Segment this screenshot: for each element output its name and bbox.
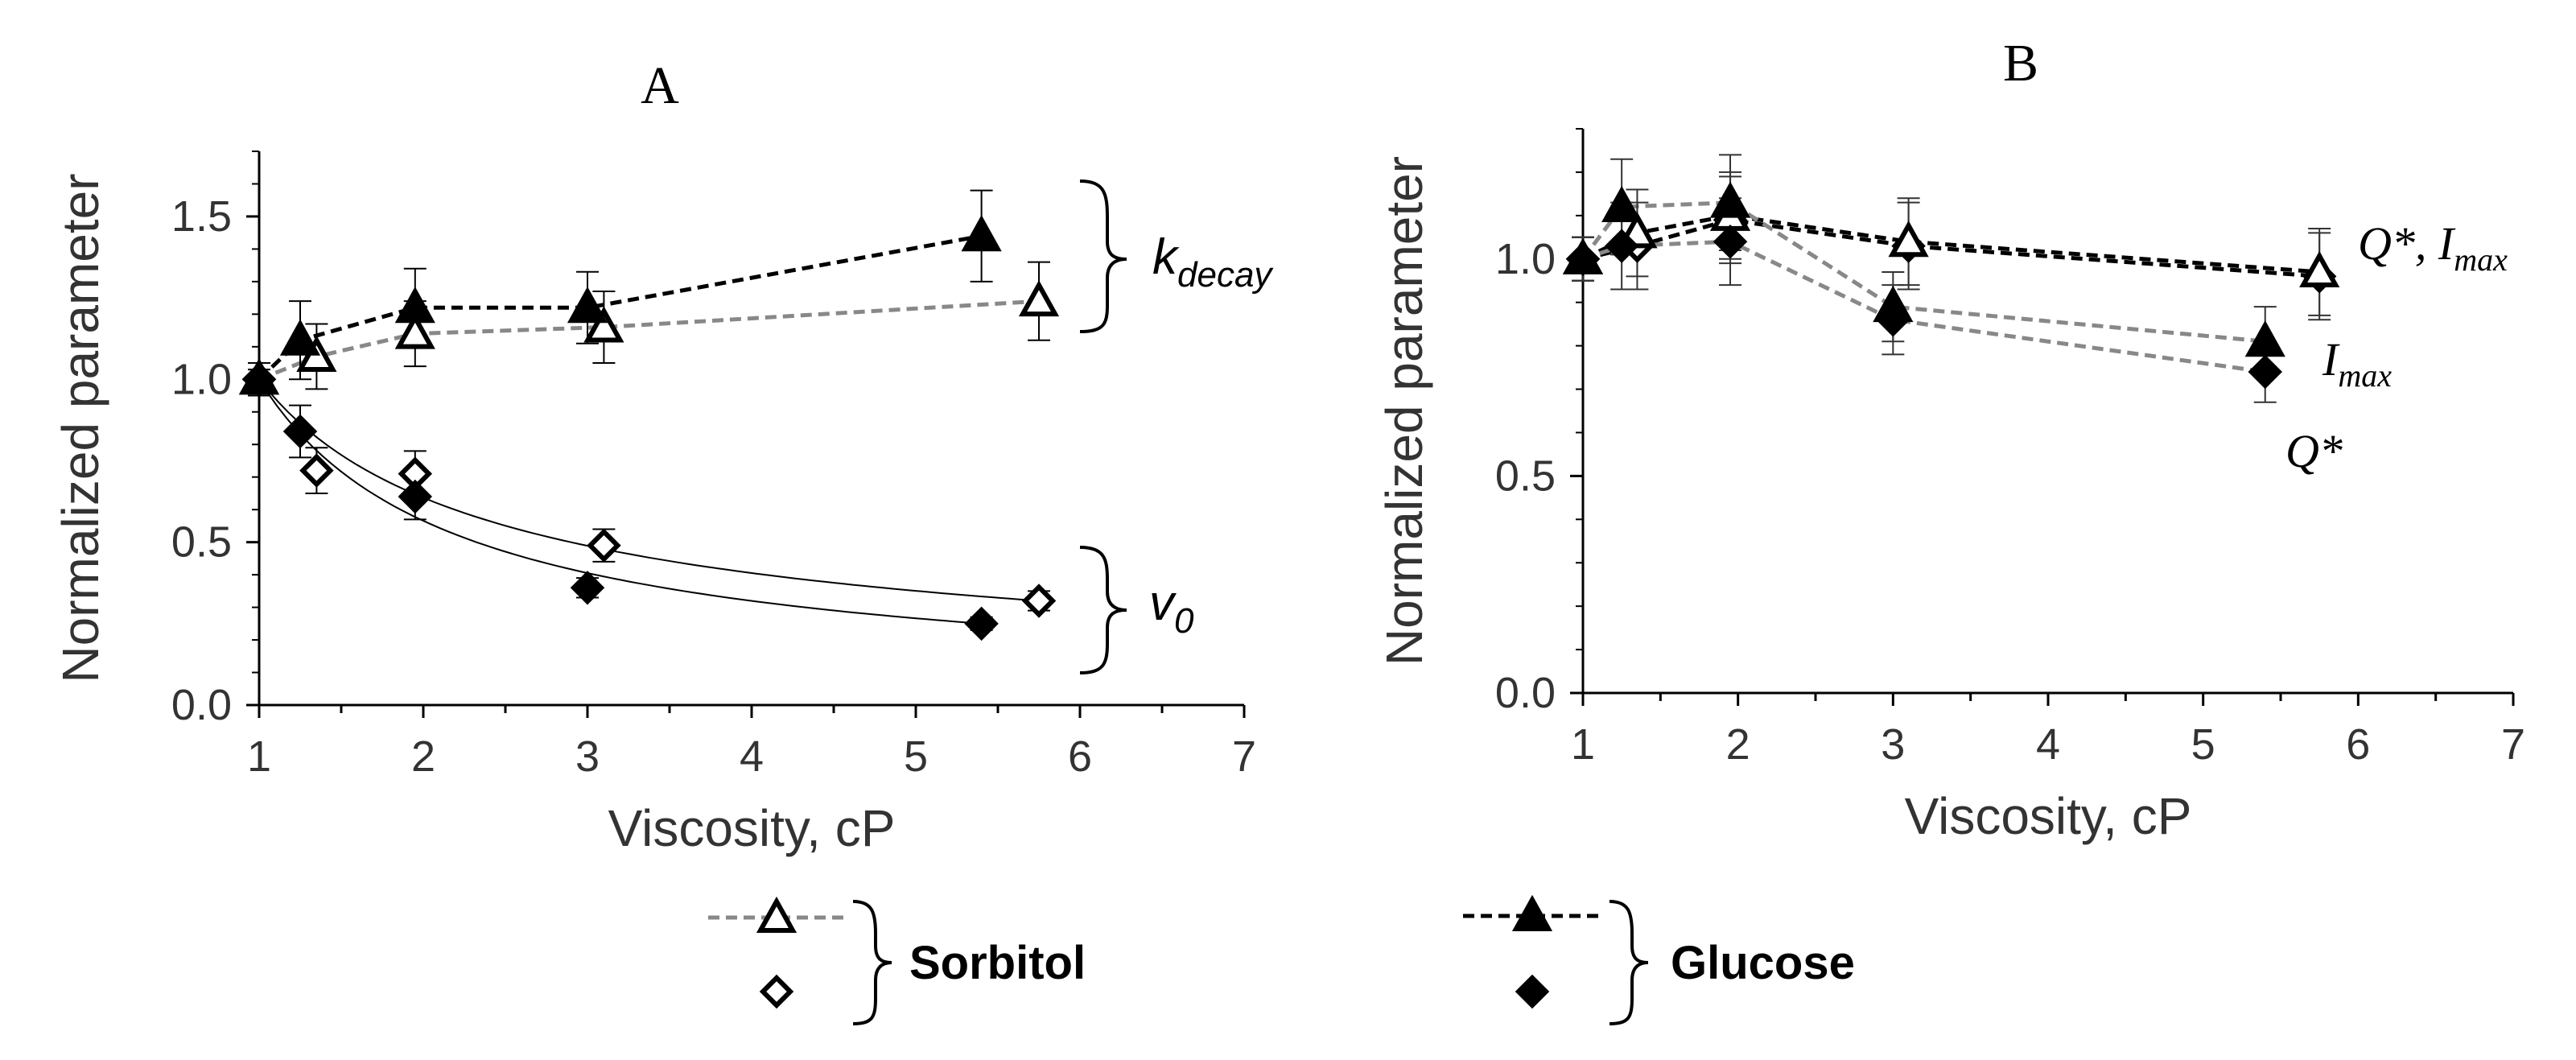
legend-glucose-diamond: [1515, 974, 1550, 1009]
legend-sorbitol-label: Sorbitol: [909, 937, 1086, 989]
y-axis-label: Normalized parameter: [52, 173, 109, 683]
series-line: [258, 233, 983, 382]
annotation-q: Q*: [2285, 425, 2343, 477]
y-tick-label: 0.0: [171, 681, 232, 729]
data-point: [1713, 224, 1748, 259]
x-tick-label: 5: [904, 732, 928, 781]
data-point: [567, 287, 608, 324]
series-line: [1581, 200, 2265, 344]
y-tick-label: 0.5: [171, 518, 232, 567]
x-tick-label: 5: [2191, 720, 2215, 769]
legend-glucose-brace: [1609, 900, 1649, 1025]
data-point: [241, 362, 277, 397]
x-tick-label: 4: [2036, 720, 2060, 769]
x-tick-label: 6: [1068, 732, 1092, 781]
data-point: [394, 287, 435, 324]
x-tick-label: 2: [411, 732, 435, 781]
annotation-imax: Imax: [2322, 333, 2392, 394]
brace-k-decay: [1079, 179, 1127, 333]
y-tick-label: 1.0: [1495, 235, 1556, 283]
x-tick-label: 3: [575, 732, 600, 781]
x-tick-label: 1: [247, 732, 271, 781]
x-tick-label: 3: [1881, 720, 1905, 769]
legend-sorbitol-triangle: [756, 896, 798, 933]
y-tick-label: 1.0: [171, 355, 232, 403]
data-point: [282, 414, 318, 449]
annotation-q-imax: Q*, Imax: [2358, 217, 2508, 278]
data-point: [1888, 221, 1929, 258]
x-tick-label: 6: [2346, 720, 2370, 769]
data-point: [1601, 185, 1642, 223]
x-tick-label: 7: [2501, 720, 2525, 769]
data-point: [1604, 229, 1639, 263]
data-point: [583, 306, 624, 343]
data-point: [299, 453, 334, 488]
data-point: [1709, 181, 1751, 218]
data-point: [1021, 584, 1057, 618]
data-point: [279, 319, 321, 356]
data-point: [964, 606, 999, 641]
x-tick-label: 1: [1571, 720, 1595, 769]
x-tick-label: 7: [1232, 732, 1256, 781]
panel-label: B: [2003, 34, 2038, 93]
x-tick-label: 2: [1726, 720, 1750, 769]
x-axis-label: Viscosity, cP: [1905, 787, 2192, 845]
legend-sorbitol-diamond: [759, 974, 794, 1009]
y-tick-label: 0.0: [1495, 669, 1556, 717]
panel-a: 1 2 3 4 5 6 7 0.0 0.5 1.0 1.5 Viscosity, cP Normaliz…: [52, 56, 1274, 857]
y-tick-label: 1.5: [171, 192, 232, 241]
data-point: [570, 571, 605, 605]
x-axis-label: Viscosity, cP: [608, 799, 896, 857]
fit-curve: [258, 378, 1040, 602]
y-axis-label: Normalized parameter: [1375, 156, 1433, 666]
data-point: [2244, 320, 2285, 357]
fit-curve: [258, 378, 982, 625]
annotation-v0: v0: [1149, 575, 1194, 641]
series-line: [1582, 217, 2320, 278]
legend-sorbitol-brace: [852, 900, 892, 1025]
data-point: [394, 312, 435, 349]
legend-glucose-triangle: [1511, 894, 1553, 931]
data-point: [1018, 279, 1060, 317]
brace-v0: [1079, 546, 1127, 674]
panel-b: 1 2 3 4 5 6 7 0.0 0.5 1.0 Viscosity, cP Normalized …: [1375, 34, 2525, 845]
series-line: [258, 299, 1040, 382]
data-point: [1562, 237, 1604, 274]
data-point: [1873, 285, 1914, 323]
x-tick-label: 4: [740, 732, 764, 781]
panel-label: A: [641, 56, 679, 115]
data-point: [961, 215, 1002, 252]
y-tick-label: 0.5: [1495, 452, 1556, 500]
data-point: [2248, 354, 2282, 390]
legend: Sorbitol Glucose: [708, 894, 1855, 1025]
data-point: [398, 479, 433, 514]
data-point: [2299, 250, 2340, 287]
legend-glucose-label: Glucose: [1671, 937, 1855, 989]
annotation-k-decay: kdecay: [1152, 229, 1274, 295]
data-point: [587, 528, 621, 563]
